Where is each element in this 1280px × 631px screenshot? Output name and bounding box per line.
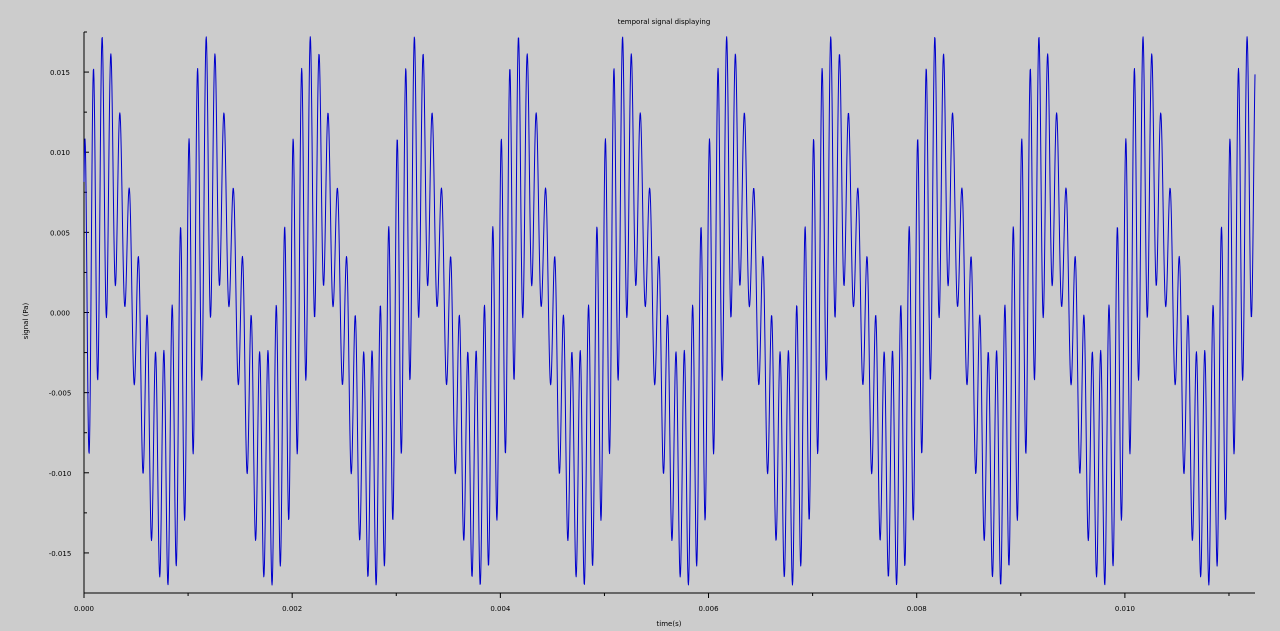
y-tick-label: -0.010 — [49, 470, 72, 478]
x-tick-label: 0.010 — [1115, 605, 1135, 613]
x-tick-label: 0.002 — [282, 605, 302, 613]
x-tick-label: 0.006 — [699, 605, 720, 613]
y-tick-label: 0.000 — [50, 310, 70, 318]
y-tick-label: -0.015 — [49, 550, 72, 558]
chart-title: temporal signal displaying — [618, 18, 711, 26]
y-axis-label: signal (Pa) — [22, 302, 30, 339]
y-tick-label: 0.015 — [50, 69, 70, 77]
y-tick-label: 0.010 — [50, 149, 70, 157]
series-layer — [83, 36, 1256, 586]
y-tick-label: 0.005 — [50, 229, 70, 237]
y-tick-label: -0.005 — [49, 390, 72, 398]
x-axis-label: time(s) — [657, 620, 682, 628]
x-tick-label: 0.000 — [74, 605, 94, 613]
signal-series-line — [83, 36, 1256, 586]
x-tick-label: 0.004 — [490, 605, 511, 613]
x-tick-label: 0.008 — [907, 605, 927, 613]
axes: -0.015 -0.010 -0.005 0.000 0.005 0.010 0.015 0.… — [49, 31, 1255, 613]
